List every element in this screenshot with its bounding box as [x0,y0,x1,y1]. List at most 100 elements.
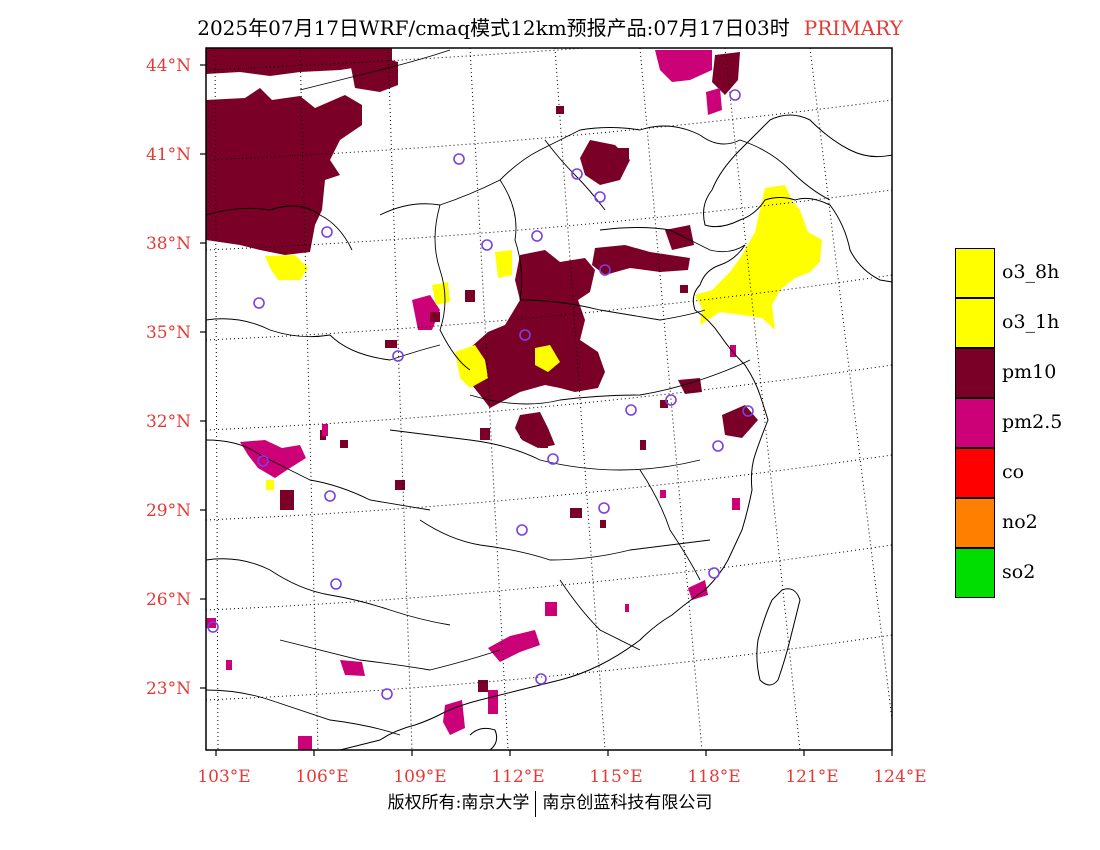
lat-label: 38°N [146,234,191,254]
station-marker [207,621,219,633]
legend-swatch [955,498,995,548]
axis-ticks [200,64,893,756]
lat-label: 23°N [146,679,191,699]
legend-item-pm25: pm2.5 [955,398,1100,448]
province-boundaries [206,49,831,736]
station-marker [594,191,606,203]
footer-right: 南京创蓝科技有限公司 [542,793,713,813]
station-marker [599,264,611,276]
pm25-region-south-edge [298,736,312,750]
pm25-region-yunnan [340,660,365,676]
station-marker [330,578,342,590]
station-marker [519,329,531,341]
longitude-labels: 103°E 106°E 109°E 112°E 115°E 118°E 121°… [197,767,926,787]
legend-swatch [955,448,995,498]
station-marker [321,226,333,238]
legend-label: o3_1h [1002,311,1060,333]
pm25-region-northeast [655,50,712,82]
pm10-region-north-strip [206,48,392,76]
station-marker [665,394,677,406]
pm25-region-northeast-small [706,88,722,115]
station-marker [708,567,720,579]
footer-separator [535,790,537,817]
station-marker [392,350,404,362]
copyright-footer: 版权所有:南京大学 南京创蓝科技有限公司 [0,788,1100,817]
station-marker [712,440,724,452]
lon-label: 103°E [197,767,250,787]
lon-label: 112°E [491,767,544,787]
pollution-layer [206,48,822,750]
pm10-region-hubei [515,412,555,448]
pm25-region-guangdong-south [443,700,465,735]
station-marker [324,490,336,502]
pm25-region-chongqing [240,440,306,478]
station-marker [516,524,528,536]
legend-item-co: co [955,448,1100,498]
lon-label: 109°E [393,767,446,787]
lat-label: 44°N [146,56,191,76]
station-marker [535,673,547,685]
legend-label: o3_8h [1002,261,1060,283]
station-marker [481,239,493,251]
lon-label: 121°E [785,767,838,787]
legend-label: so2 [1002,561,1036,583]
lat-label: 35°N [146,323,191,343]
legend-label: no2 [1002,511,1038,533]
o3-region-shandong [695,185,822,330]
legend-swatch [955,398,995,448]
lat-label: 41°N [146,145,191,165]
latitude-labels: 44°N 41°N 38°N 35°N 32°N 29°N 26°N 23°N [146,56,191,699]
title-main: 2025年07月17日WRF/cmaq模式12km预报产品:07月17日03时 [197,16,790,40]
legend-label: pm10 [1002,361,1057,383]
legend-label: co [1002,461,1025,483]
o3-region-central-b [535,345,560,372]
station-marker [571,168,583,180]
o3-region-central-a [455,345,488,388]
o3-region-shanxi-a [495,250,512,278]
pm10-region-anhui [678,378,702,394]
pm10-region-jiangsu [722,405,758,438]
o3-region-shanxi-b [432,282,450,305]
scattered-pm25-cells [206,345,740,714]
pm10-region-central [460,250,605,408]
lat-label: 26°N [146,590,191,610]
legend-swatch [955,348,995,398]
pm10-region-shanxi [592,245,690,275]
lat-label: 29°N [146,501,191,521]
legend-item-o3-8h: o3_8h [955,248,1100,298]
o3-region-gansu [265,255,308,280]
station-markers [207,89,754,700]
coastline [339,114,892,750]
station-marker [381,688,393,700]
scattered-pollution-cells [280,106,688,692]
lon-label: 118°E [687,767,740,787]
title-tag: PRIMARY [803,16,903,40]
lat-label: 32°N [146,412,191,432]
pm25-region-fujian [688,580,708,600]
legend-swatch [955,248,995,298]
pm10-region-northwest [206,88,362,255]
station-marker [453,153,465,165]
station-marker [257,455,269,467]
pm10-region-north-edge [712,52,740,95]
footer-left: 版权所有:南京大学 [387,793,530,813]
station-marker [547,453,559,465]
station-marker [625,404,637,416]
map-frame [205,47,893,751]
legend-swatch [955,298,995,348]
lon-label: 106°E [295,767,348,787]
pm25-region-guangdong [488,630,540,662]
legend-label: pm2.5 [1002,411,1063,433]
pm10-region-north-blob [350,55,398,92]
legend-swatch [955,548,995,598]
legend-item-o3-1h: o3_1h [955,298,1100,348]
legend-item-so2: so2 [955,548,1100,598]
lon-label: 124°E [873,767,926,787]
station-marker [253,297,265,309]
o3-region-small-sw [266,480,274,490]
legend-item-no2: no2 [955,498,1100,548]
station-marker [742,405,754,417]
station-marker [598,502,610,514]
station-marker [729,89,741,101]
